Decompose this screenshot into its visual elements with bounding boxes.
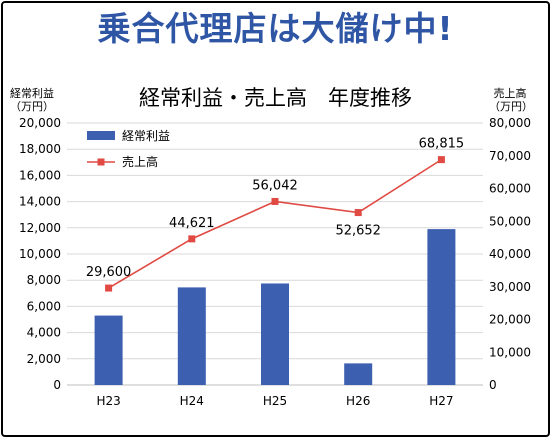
- data-label: 44,621: [169, 216, 215, 231]
- x-tick-label: H24: [180, 394, 204, 408]
- left-tick-label: 0: [53, 378, 61, 392]
- left-tick-label: 4,000: [27, 326, 61, 340]
- right-tick-label: 70,000: [489, 149, 531, 163]
- x-tick-label: H27: [429, 394, 453, 408]
- data-label: 29,600: [86, 265, 132, 280]
- x-tick-label: H23: [96, 394, 120, 408]
- left-tick-label: 14,000: [19, 195, 61, 209]
- right-tick-label: 0: [489, 378, 497, 392]
- right-axis-title: 売上高 （万円）: [489, 87, 533, 113]
- right-tick-label: 50,000: [489, 214, 531, 228]
- right-tick-label: 40,000: [489, 247, 531, 261]
- left-tick-label: 12,000: [19, 221, 61, 235]
- x-tick-label: H25: [263, 394, 287, 408]
- bar: [94, 315, 123, 385]
- line-point: [271, 197, 279, 205]
- left-tick-label: 6,000: [27, 299, 61, 313]
- left-axis-title: 経常利益 （万円）: [10, 87, 54, 113]
- line-point: [188, 235, 196, 243]
- right-axis-title-line2: （万円）: [489, 100, 533, 113]
- legend-label-line: 売上高: [122, 154, 158, 169]
- x-tick-label: H26: [346, 394, 370, 408]
- left-tick-label: 18,000: [19, 142, 61, 156]
- left-axis-title-line2: （万円）: [10, 100, 54, 113]
- right-tick-label: 10,000: [489, 345, 531, 359]
- line-point: [105, 284, 113, 292]
- legend-marker-line: [97, 158, 105, 166]
- bar: [427, 229, 456, 385]
- bar: [344, 363, 373, 385]
- left-tick-label: 2,000: [27, 352, 61, 366]
- headline: 乗合代理店は大儲け中!: [97, 9, 454, 48]
- left-tick-label: 8,000: [27, 273, 61, 287]
- legend-swatch-bar: [87, 131, 115, 140]
- data-label: 68,815: [419, 137, 465, 152]
- bar: [177, 287, 206, 385]
- right-axis-title-line1: 売上高: [493, 87, 527, 100]
- line-point: [437, 156, 445, 164]
- right-tick-label: 20,000: [489, 313, 531, 327]
- bar: [261, 283, 289, 385]
- right-tick-label: 60,000: [489, 182, 531, 196]
- data-label: 52,652: [335, 224, 381, 239]
- left-tick-label: 10,000: [19, 247, 61, 261]
- chart-title: 経常利益・売上高 年度推移: [139, 86, 412, 110]
- left-tick-label: 20,000: [19, 116, 61, 130]
- right-tick-label: 30,000: [489, 280, 531, 294]
- legend-label-bar: 経常利益: [122, 129, 170, 143]
- left-tick-label: 16,000: [19, 168, 61, 182]
- data-label: 56,042: [252, 178, 298, 193]
- line-point: [354, 209, 362, 217]
- left-axis-title-line1: 経常利益: [10, 87, 54, 100]
- right-tick-label: 80,000: [489, 116, 531, 130]
